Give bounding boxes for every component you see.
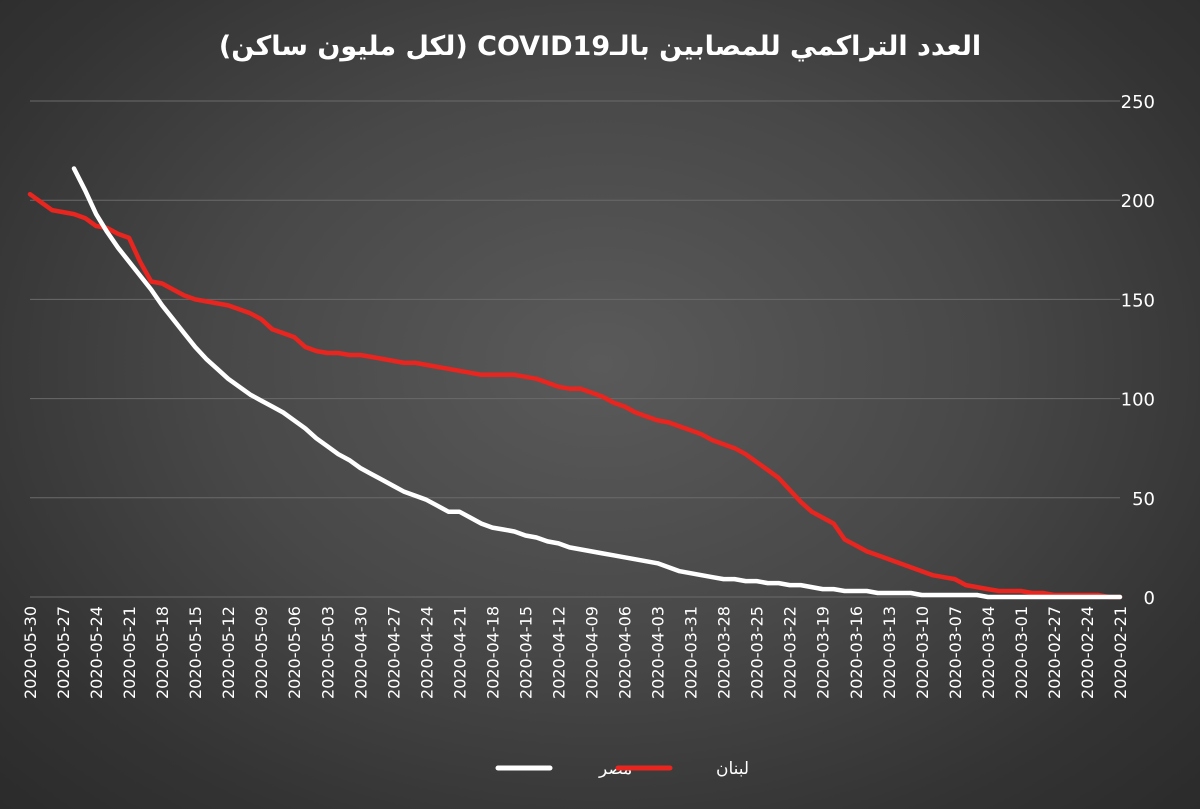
x-tick-label-2020-05-18: 2020-05-18 xyxy=(153,606,172,699)
x-tick-label-2020-04-09: 2020-04-09 xyxy=(583,606,602,699)
x-tick-label-2020-04-15: 2020-04-15 xyxy=(516,606,535,699)
x-tick-label-2020-03-31: 2020-03-31 xyxy=(682,606,701,699)
legend-label-lebanon: لبنان xyxy=(716,759,749,779)
x-tick-label-2020-03-22: 2020-03-22 xyxy=(781,606,800,699)
y-tick-label-150: 150 xyxy=(1121,290,1155,311)
x-tick-label-2020-03-25: 2020-03-25 xyxy=(748,606,767,699)
gridlines xyxy=(30,100,1120,598)
x-tick-label-2020-04-30: 2020-04-30 xyxy=(351,606,370,699)
x-tick-label-2020-02-21: 2020-02-21 xyxy=(1111,606,1130,699)
x-tick-label-2020-05-30: 2020-05-30 xyxy=(21,606,40,699)
x-tick-label-2020-03-16: 2020-03-16 xyxy=(847,606,866,699)
x-tick-label-2020-05-15: 2020-05-15 xyxy=(186,606,205,699)
x-tick-label-2020-04-12: 2020-04-12 xyxy=(549,606,568,699)
y-tick-label-200: 200 xyxy=(1121,191,1155,212)
legend-label-egypt: مصر xyxy=(598,759,632,779)
x-tick-label-2020-03-07: 2020-03-07 xyxy=(946,606,965,699)
x-tick-label-2020-04-03: 2020-04-03 xyxy=(649,606,668,699)
chart-title: العدد التراكمي للمصابين بالـCOVID19 (لكل… xyxy=(219,31,981,62)
x-tick-label-2020-04-21: 2020-04-21 xyxy=(450,606,469,699)
x-tick-label-2020-04-18: 2020-04-18 xyxy=(483,606,502,699)
x-tick-label-2020-03-01: 2020-03-01 xyxy=(1012,606,1031,699)
x-tick-label-2020-02-27: 2020-02-27 xyxy=(1045,606,1064,699)
y-tick-label-250: 250 xyxy=(1121,92,1155,113)
x-tick-label-2020-03-13: 2020-03-13 xyxy=(880,606,899,699)
x-tick-label-2020-02-24: 2020-02-24 xyxy=(1078,606,1097,699)
x-axis-ticks: 2020-05-30 2020-05-27 2020-05-24 2020-05-21… xyxy=(21,606,1130,699)
x-tick-label-2020-05-06: 2020-05-06 xyxy=(285,606,304,699)
legend: مصر لبنان xyxy=(495,759,749,779)
x-tick-label-2020-03-10: 2020-03-10 xyxy=(913,606,932,699)
y-tick-label-50: 50 xyxy=(1132,489,1155,510)
x-tick-label-2020-05-27: 2020-05-27 xyxy=(54,606,73,699)
x-tick-label-2020-04-06: 2020-04-06 xyxy=(616,606,635,699)
x-tick-label-2020-05-21: 2020-05-21 xyxy=(120,606,139,699)
y-tick-label-0: 0 xyxy=(1144,588,1155,609)
y-tick-label-100: 100 xyxy=(1121,390,1155,411)
x-tick-label-2020-03-04: 2020-03-04 xyxy=(979,606,998,699)
x-tick-label-2020-03-19: 2020-03-19 xyxy=(814,606,833,699)
x-tick-label-2020-04-27: 2020-04-27 xyxy=(384,606,403,699)
series-line-egypt xyxy=(71,166,1123,600)
x-tick-label-2020-05-03: 2020-05-03 xyxy=(318,606,337,699)
series-line-lebanon xyxy=(27,191,1123,600)
x-tick-label-2020-05-12: 2020-05-12 xyxy=(219,606,238,699)
x-tick-label-2020-05-24: 2020-05-24 xyxy=(87,606,106,699)
series-lines xyxy=(27,166,1123,600)
y-axis-ticks: 0 50 100 150 200 250 xyxy=(1121,92,1155,609)
x-tick-label-2020-05-09: 2020-05-09 xyxy=(252,606,271,699)
x-tick-label-2020-03-28: 2020-03-28 xyxy=(715,606,734,699)
x-tick-label-2020-04-24: 2020-04-24 xyxy=(417,606,436,699)
